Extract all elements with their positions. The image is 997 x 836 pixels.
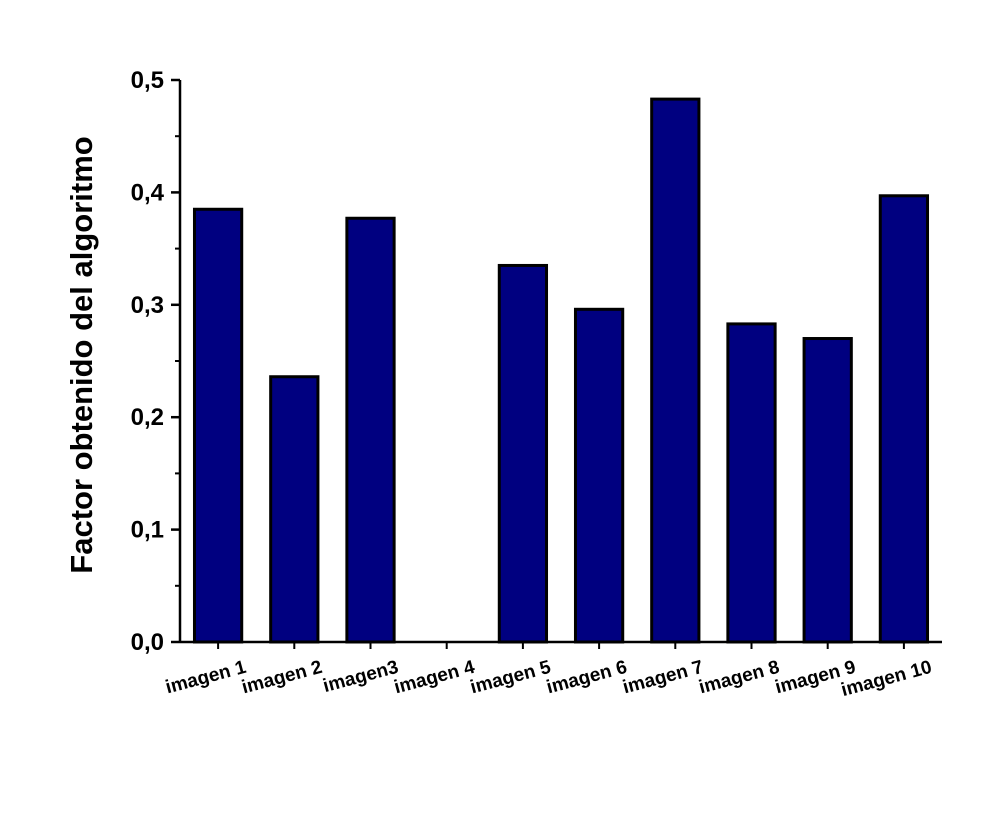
bar-7 <box>650 97 701 644</box>
x-category-label: imagen3 <box>321 657 401 697</box>
y-tick-label: 0,1 <box>131 517 164 544</box>
x-category-label: imagen 5 <box>468 657 553 699</box>
bar-2 <box>269 375 320 644</box>
x-category-label: imagen 7 <box>621 657 706 699</box>
bar-6 <box>573 307 625 644</box>
bar-5 <box>497 263 549 644</box>
bars-group <box>192 97 930 644</box>
y-axis-title: Factor obtenido del algoritmo <box>64 136 99 573</box>
bar-1 <box>192 207 244 644</box>
y-tick-label: 0,5 <box>131 67 164 94</box>
x-category-label: imagen 2 <box>240 657 325 699</box>
bar-9 <box>802 337 853 644</box>
bar-3 <box>345 216 396 644</box>
y-tick-label: 0,2 <box>131 404 164 431</box>
y-tick-label: 0,4 <box>131 179 165 206</box>
x-category-label: imagen 1 <box>163 657 248 699</box>
y-tick-label: 0,3 <box>131 292 164 319</box>
x-category-label: imagen 4 <box>392 657 477 699</box>
y-tick-label: 0,0 <box>131 629 164 656</box>
bar-10 <box>878 194 930 644</box>
x-category-label: imagen 6 <box>544 657 629 699</box>
x-category-label: imagen 8 <box>697 657 782 699</box>
bar-8 <box>726 322 777 644</box>
axes-group <box>171 78 942 649</box>
